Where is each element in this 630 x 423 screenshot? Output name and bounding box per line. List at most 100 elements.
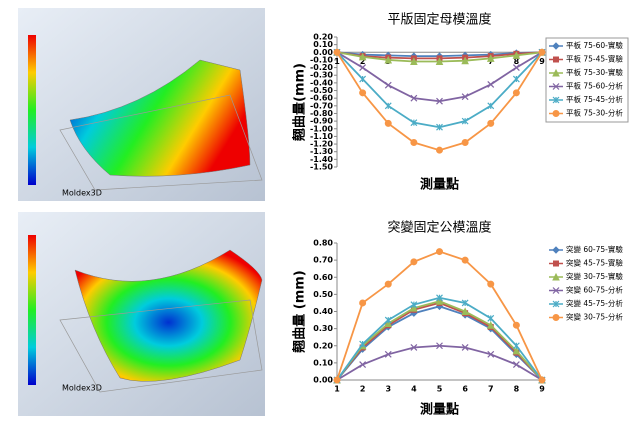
legend-box — [545, 37, 629, 123]
marker — [384, 119, 392, 127]
marker — [359, 75, 367, 83]
marker — [384, 319, 393, 327]
marker — [512, 89, 520, 97]
legend-marker — [552, 68, 560, 77]
marker — [359, 340, 367, 348]
logo: Moldex3D — [62, 189, 102, 198]
marker — [436, 97, 443, 105]
x-tick-label: 9 — [539, 57, 545, 66]
marker — [410, 119, 418, 127]
x-tick-label: 7 — [488, 385, 494, 394]
marker — [538, 376, 546, 384]
legend-marker — [552, 314, 560, 321]
y-tick-label: -0.20 — [310, 63, 333, 72]
marker — [512, 321, 520, 329]
x-tick-label: 5 — [437, 385, 443, 394]
y-tick-label: -0.60 — [310, 94, 333, 103]
legend-marker — [552, 300, 560, 308]
legend-marker — [552, 246, 560, 254]
marker — [461, 117, 469, 125]
logo: Moldex3D — [62, 384, 102, 393]
marker — [512, 64, 520, 72]
marker — [384, 280, 392, 288]
y-tick-label: -0.30 — [310, 71, 333, 80]
y-tick-label: -1.30 — [310, 147, 333, 156]
legend-marker — [552, 96, 560, 104]
marker — [461, 299, 469, 307]
chart-title: 平版固定母模溫度 — [387, 12, 491, 28]
legend-label: 突變 60-75-分析 — [566, 285, 623, 295]
y-tick-label: 0.50 — [313, 290, 333, 299]
marker — [359, 299, 367, 307]
y-tick-label: -1.10 — [310, 132, 333, 141]
marker — [384, 350, 392, 358]
marker — [461, 93, 469, 101]
y-tick-label: -1.20 — [310, 140, 333, 149]
x-axis-title: 測量點 — [420, 402, 459, 418]
y-tick-label: -0.90 — [310, 117, 333, 126]
marker — [410, 301, 418, 309]
marker — [461, 256, 469, 264]
marker — [461, 307, 469, 315]
marker — [512, 51, 521, 59]
marker — [538, 48, 546, 56]
series-line — [336, 250, 543, 381]
marker — [435, 57, 444, 65]
legend-marker — [553, 56, 559, 63]
x-axis-title: 測量點 — [420, 177, 459, 193]
legend-marker — [553, 260, 559, 267]
legend-marker — [552, 42, 560, 50]
legend-marker — [552, 110, 560, 117]
marker — [461, 56, 469, 65]
marker — [333, 48, 341, 56]
series-line — [336, 296, 543, 381]
marker — [487, 80, 495, 88]
legend-label: 平板 75-30-分析 — [566, 108, 623, 118]
marker — [487, 102, 495, 110]
legend-marker — [552, 272, 560, 281]
legend-label: 突變 45-75-實驗 — [566, 258, 623, 268]
x-tick-label: 1 — [334, 57, 340, 66]
marker — [487, 314, 495, 322]
x-tick-label: 1 — [334, 385, 340, 394]
series-line — [336, 344, 543, 381]
y-tick-label: 0.00 — [313, 48, 333, 57]
marker — [410, 139, 418, 147]
marker — [333, 376, 341, 384]
y-tick-label: -1.00 — [310, 124, 333, 133]
y-tick-label: 0.20 — [313, 33, 333, 42]
legend-label: 突變 45-75-分析 — [566, 298, 623, 308]
marker — [410, 57, 418, 65]
marker — [384, 55, 393, 64]
legend-label: 突變 30-75-實驗 — [566, 271, 623, 281]
legend-label: 平板 75-45-分析 — [566, 94, 623, 104]
x-tick-label: 8 — [514, 385, 520, 394]
chart-title: 突變固定公模溫度 — [387, 220, 491, 236]
legend-marker — [552, 287, 560, 294]
marker — [410, 94, 418, 102]
marker — [384, 102, 392, 110]
y-tick-label: 0.30 — [313, 324, 333, 333]
legend-label: 突變 60-75-實驗 — [566, 244, 623, 254]
y-tick-label: -1.40 — [310, 155, 333, 164]
y-tick-label: -0.80 — [310, 109, 333, 118]
x-tick-label: 8 — [514, 57, 520, 66]
legend-label: 平板 75-30-實驗 — [566, 67, 623, 77]
marker — [435, 297, 444, 305]
legend-label: 平板 75-60-分析 — [566, 81, 623, 91]
marker — [487, 119, 495, 127]
legend-box — [546, 242, 628, 326]
marker — [436, 294, 443, 302]
marker — [436, 146, 443, 154]
y-tick-label: 0.10 — [313, 358, 333, 367]
x-tick-label: 3 — [385, 385, 391, 394]
y-tick-label: 0.80 — [313, 239, 333, 248]
marker — [436, 248, 443, 256]
y-tick-label: 0.20 — [313, 341, 333, 350]
y-tick-label: -0.70 — [310, 101, 333, 110]
marker — [486, 321, 495, 329]
